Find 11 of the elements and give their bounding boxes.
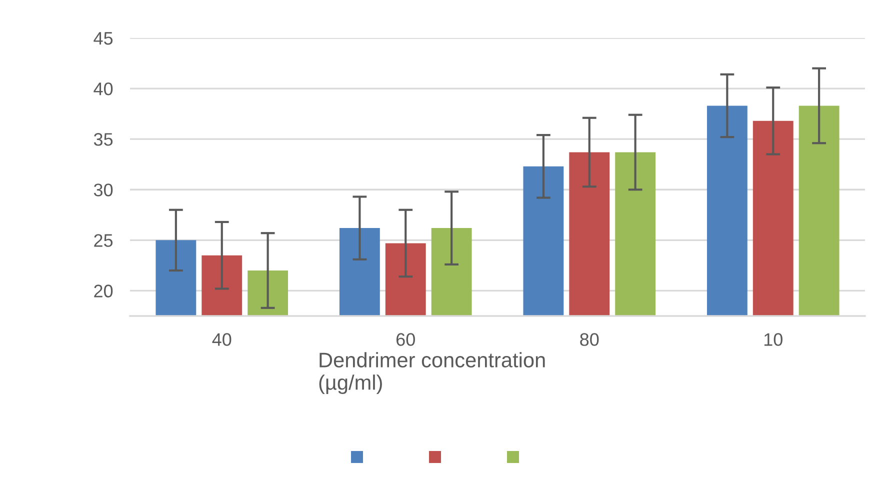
x-tick-label: 10 [764, 333, 782, 346]
y-tick-label: 40 [94, 82, 113, 96]
y-tick-label: 35 [94, 133, 113, 146]
x-axis-title: Dendrimer concentration (µg/ml) [319, 352, 545, 394]
y-tick-label: 30 [94, 184, 113, 196]
y-tick-label: 25 [94, 234, 113, 247]
y-tick-label: 20 [94, 284, 113, 298]
x-tick-label: 80 [580, 333, 599, 346]
y-tick-label: 45 [94, 32, 113, 45]
x-tick-label: 40 [212, 333, 232, 346]
x-tick-label: 60 [396, 333, 415, 346]
